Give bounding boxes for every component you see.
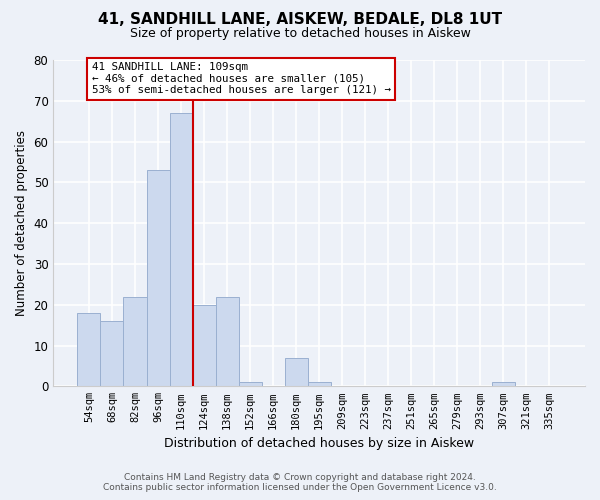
Bar bbox=[215, 296, 239, 386]
Bar bbox=[284, 358, 308, 386]
Bar bbox=[308, 382, 331, 386]
Bar bbox=[77, 313, 100, 386]
Bar bbox=[239, 382, 262, 386]
Text: Contains HM Land Registry data © Crown copyright and database right 2024.
Contai: Contains HM Land Registry data © Crown c… bbox=[103, 473, 497, 492]
Bar bbox=[193, 304, 215, 386]
Bar bbox=[100, 321, 124, 386]
Text: 41, SANDHILL LANE, AISKEW, BEDALE, DL8 1UT: 41, SANDHILL LANE, AISKEW, BEDALE, DL8 1… bbox=[98, 12, 502, 28]
X-axis label: Distribution of detached houses by size in Aiskew: Distribution of detached houses by size … bbox=[164, 437, 474, 450]
Y-axis label: Number of detached properties: Number of detached properties bbox=[15, 130, 28, 316]
Bar bbox=[124, 296, 146, 386]
Text: Size of property relative to detached houses in Aiskew: Size of property relative to detached ho… bbox=[130, 28, 470, 40]
Text: 41 SANDHILL LANE: 109sqm
← 46% of detached houses are smaller (105)
53% of semi-: 41 SANDHILL LANE: 109sqm ← 46% of detach… bbox=[92, 62, 391, 95]
Bar bbox=[146, 170, 170, 386]
Bar bbox=[170, 113, 193, 386]
Bar bbox=[492, 382, 515, 386]
